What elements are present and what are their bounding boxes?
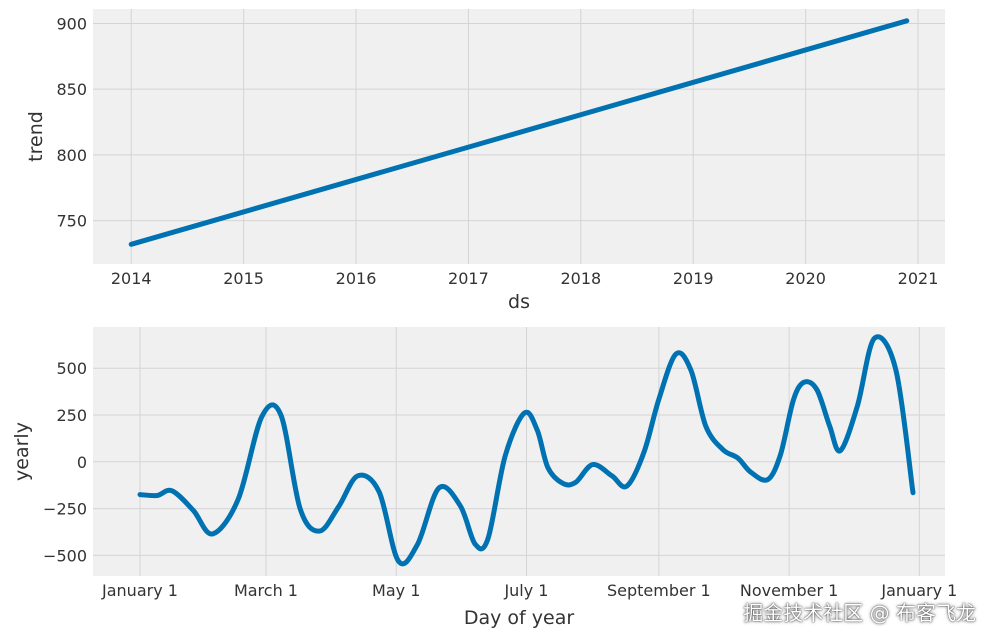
trend-chart: 2014 2015 2016 2017 2018 2019 2020 2021 750 800 8… — [25, 9, 945, 313]
yearly-x-axis-label: Day of year — [464, 607, 574, 629]
trend-series — [128, 18, 910, 247]
x-tick-label: July 1 — [503, 581, 548, 600]
trend-y-ticks: 750 800 850 900 — [56, 14, 87, 230]
x-tick-label: 2020 — [785, 269, 826, 288]
x-tick-label: January 1 — [101, 581, 178, 600]
x-tick-label: March 1 — [234, 581, 298, 600]
trend-grid — [93, 9, 945, 264]
y-tick-label: 900 — [56, 14, 87, 33]
y-tick-label: 500 — [56, 359, 87, 378]
x-tick-label: 2019 — [673, 269, 714, 288]
yearly-y-axis-label: yearly — [11, 422, 33, 481]
trend-y-axis-label: trend — [25, 111, 47, 162]
y-tick-label: 0 — [77, 453, 87, 472]
x-tick-label: 2021 — [898, 269, 939, 288]
x-tick-label: May 1 — [372, 581, 420, 600]
yearly-line — [137, 334, 916, 567]
x-tick-label: September 1 — [607, 581, 711, 600]
trend-line — [128, 18, 910, 247]
x-tick-label: 2014 — [111, 269, 152, 288]
y-tick-label: 750 — [56, 212, 87, 231]
x-tick-label: 2016 — [336, 269, 377, 288]
yearly-y-ticks: −500 −250 0 250 500 — [43, 359, 87, 565]
y-tick-label: 250 — [56, 406, 87, 425]
y-tick-label: −250 — [43, 500, 87, 519]
watermark: 掘金技术社区 @ 布客飞龙 — [743, 601, 976, 625]
trend-x-axis-label: ds — [508, 291, 530, 313]
trend-x-ticks: 2014 2015 2016 2017 2018 2019 2020 2021 — [111, 269, 939, 288]
yearly-x-ticks: January 1 March 1 May 1 July 1 September 1 No… — [101, 581, 957, 600]
x-tick-label: January 1 — [880, 581, 957, 600]
x-tick-label: 2017 — [448, 269, 489, 288]
y-tick-label: −500 — [43, 546, 87, 565]
x-tick-label: 2015 — [223, 269, 264, 288]
yearly-plot-area — [93, 327, 945, 576]
x-tick-label: November 1 — [740, 581, 839, 600]
y-tick-label: 850 — [56, 80, 87, 99]
yearly-chart: January 1 March 1 May 1 July 1 September 1 No… — [11, 327, 957, 629]
yearly-series — [137, 334, 916, 567]
x-tick-label: 2018 — [560, 269, 601, 288]
y-tick-label: 800 — [56, 146, 87, 165]
